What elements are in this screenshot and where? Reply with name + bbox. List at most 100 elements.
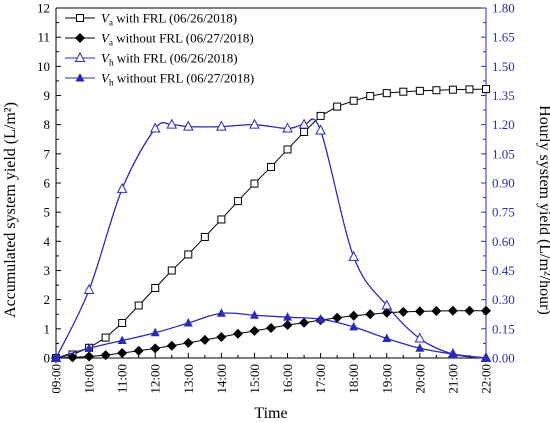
right-y-tick-label: 0.75 xyxy=(492,205,515,220)
series-1-point xyxy=(233,197,242,206)
left-y-tick-label: 1 xyxy=(44,321,51,336)
right-y-tick-label: 1.20 xyxy=(492,117,515,132)
series-4-point xyxy=(183,318,193,327)
right-y-tick-label: 1.05 xyxy=(492,146,515,161)
series-2-point xyxy=(133,345,144,356)
series-3-point xyxy=(116,182,128,193)
x-tick-label: 20:00 xyxy=(412,364,427,394)
x-tick-label: 21:00 xyxy=(445,364,460,394)
series-2-point xyxy=(150,343,161,354)
series-3-point xyxy=(182,120,194,131)
series-1-point xyxy=(250,179,259,188)
series-1-point xyxy=(167,266,176,275)
left-y-tick-label: 0 xyxy=(44,351,51,366)
left-y-tick-label: 2 xyxy=(44,292,51,307)
left-y-tick-label: 3 xyxy=(44,263,51,278)
legend-marker xyxy=(74,51,86,62)
series-1-point xyxy=(448,85,457,94)
series-4-point xyxy=(150,327,160,337)
series-1-point xyxy=(200,232,209,241)
x-tick-label: 17:00 xyxy=(313,364,328,394)
series-1 xyxy=(52,85,490,362)
series-4-point xyxy=(349,321,359,331)
series-2-point xyxy=(332,312,343,323)
legend: Va with FRL (06/26/2018) Va without FRL (… xyxy=(65,11,254,88)
x-tick-label: 13:00 xyxy=(181,364,196,394)
series-2-point xyxy=(67,352,78,363)
series-1-point xyxy=(399,87,408,96)
right-y-tick-label: 0.60 xyxy=(492,234,515,249)
series-layer xyxy=(50,85,492,363)
x-tick-label: 18:00 xyxy=(346,364,361,394)
left-y-tick-label: 4 xyxy=(44,234,51,249)
right-y-tick-label: 1.50 xyxy=(492,59,515,74)
series-2-point xyxy=(183,337,194,348)
series-2-point xyxy=(282,320,293,331)
series-1-point xyxy=(283,145,292,154)
left-y-tick-label: 8 xyxy=(44,117,51,132)
right-y-tick-label: 0.15 xyxy=(492,321,515,336)
series-4-point xyxy=(216,308,226,317)
left-y-tick-label: 10 xyxy=(37,59,50,74)
series-1-point xyxy=(349,96,358,105)
series-3-point xyxy=(282,122,293,133)
series-2-point xyxy=(232,328,243,339)
series-2-point xyxy=(464,305,475,316)
legend-marker xyxy=(76,14,84,22)
series-1-point xyxy=(432,86,441,95)
right-y-tick-label: 0.90 xyxy=(492,176,515,191)
left-y-tick-label: 11 xyxy=(37,30,50,45)
left-y-tick-label: 7 xyxy=(44,146,51,161)
x-tick-label: 22:00 xyxy=(479,364,494,394)
left-y-tick-label: 6 xyxy=(44,176,51,191)
series-2-point xyxy=(414,306,425,317)
series-4-point xyxy=(481,353,491,362)
series-4-point xyxy=(51,353,61,362)
x-tick-label: 19:00 xyxy=(379,364,394,394)
series-2 xyxy=(51,305,491,363)
series-2-point xyxy=(166,340,177,351)
series-1-line xyxy=(55,88,487,359)
series-2-point xyxy=(481,305,491,316)
series-1-point xyxy=(366,92,375,101)
series-2-point xyxy=(100,350,111,361)
series-3-point xyxy=(249,118,260,129)
series-1-point xyxy=(333,102,342,111)
series-4-point xyxy=(382,333,392,343)
series-2-point xyxy=(398,306,409,317)
series-2-point xyxy=(266,322,276,333)
series-3-point xyxy=(315,124,326,135)
right-y-tick-label: 0.30 xyxy=(492,292,515,307)
series-4-point xyxy=(448,349,458,358)
series-3-point xyxy=(166,118,178,129)
series-2-point xyxy=(381,307,392,318)
series-4-point xyxy=(249,310,259,319)
legend-marker xyxy=(75,33,85,43)
series-4-point xyxy=(415,343,425,352)
series-1-point xyxy=(316,111,325,120)
x-tick-label: 11:00 xyxy=(115,364,130,393)
right-y-tick-label: 1.35 xyxy=(492,88,515,103)
legend-item-1: Va with FRL (06/26/2018) xyxy=(65,11,237,28)
series-1-point xyxy=(184,250,193,259)
right-y-tick-label: 1.65 xyxy=(492,30,515,45)
legend-label: Vh without FRL (06/27/2018) xyxy=(101,71,254,88)
series-2-point xyxy=(199,334,210,345)
series-4 xyxy=(51,308,491,362)
left-y-axis-title: Accumulated system yield (L/m²) xyxy=(2,102,19,318)
right-y-tick-label: 0.45 xyxy=(492,263,515,278)
series-2-point xyxy=(299,317,310,328)
left-y-tick-label: 12 xyxy=(37,1,50,16)
series-4-point xyxy=(84,343,94,352)
legend-label: Vh with FRL (06/26/2018) xyxy=(101,51,238,68)
series-2-point xyxy=(249,325,260,336)
series-1-point xyxy=(415,86,424,95)
series-1-point xyxy=(151,284,160,292)
right-y-tick-label: 0.00 xyxy=(492,351,515,366)
series-4-line xyxy=(55,312,487,359)
right-y-axis: 0.00 0.15 0.30 0.45 0.60 0.75 0.90 1.05 1.20 1.35… xyxy=(481,1,515,366)
series-1-point xyxy=(382,89,391,98)
x-axis-title: Time xyxy=(254,405,287,422)
